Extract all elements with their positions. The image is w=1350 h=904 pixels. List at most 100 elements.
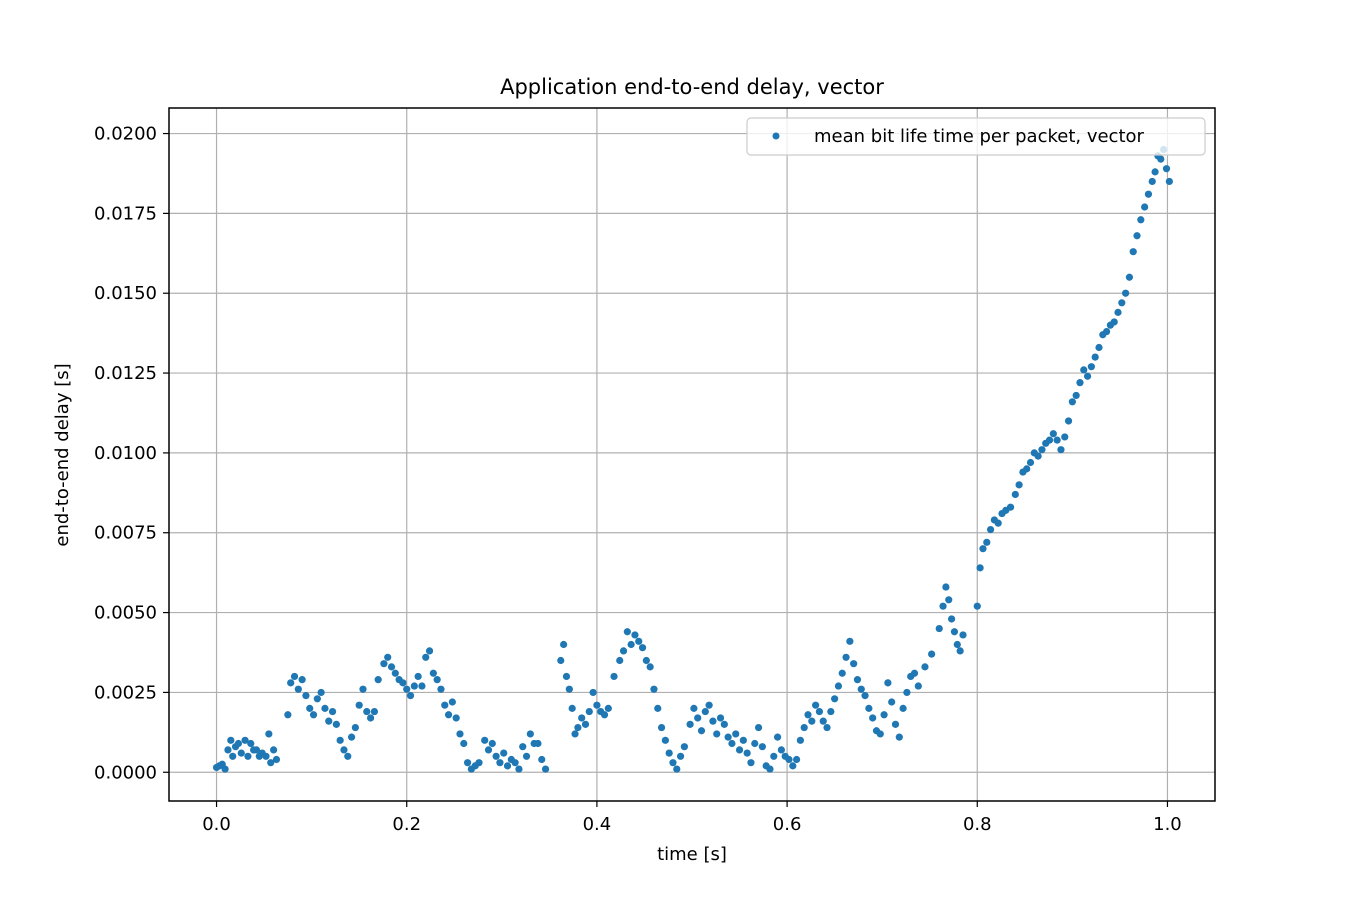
data-point <box>500 749 508 757</box>
data-point <box>705 701 713 709</box>
data-point <box>654 704 662 712</box>
data-point <box>425 647 434 655</box>
data-point <box>638 644 647 652</box>
data-point <box>227 736 235 744</box>
data-point <box>224 746 232 754</box>
data-point <box>1053 436 1061 444</box>
y-tick-label: 0.0200 <box>94 124 157 145</box>
data-point <box>686 720 694 728</box>
data-point <box>945 596 953 604</box>
data-point <box>891 720 900 728</box>
data-point <box>947 615 956 623</box>
data-point <box>876 730 884 738</box>
data-point <box>270 746 278 754</box>
y-tick-label: 0.0000 <box>94 762 157 783</box>
data-point <box>754 723 763 732</box>
data-point <box>903 688 911 697</box>
data-point <box>850 660 858 668</box>
data-point <box>819 717 827 725</box>
data-point <box>403 685 411 693</box>
data-point <box>448 698 456 706</box>
data-point <box>298 676 306 684</box>
data-point <box>1045 436 1054 444</box>
data-point <box>758 743 766 751</box>
data-point <box>557 656 565 665</box>
data-point <box>581 720 590 728</box>
data-point <box>812 701 820 709</box>
data-point <box>650 685 658 693</box>
data-point <box>1129 248 1137 256</box>
y-tick-label: 0.0025 <box>94 682 157 703</box>
data-point <box>359 685 367 693</box>
data-point <box>1114 308 1122 316</box>
data-point <box>1064 417 1073 425</box>
y-axis-label: end-to-end delay [s] <box>52 363 73 546</box>
data-point <box>1144 190 1153 198</box>
data-point <box>865 704 873 712</box>
data-point <box>1057 446 1065 454</box>
data-point <box>732 730 740 738</box>
data-point <box>380 660 388 668</box>
data-point <box>366 714 375 722</box>
data-point <box>631 631 639 639</box>
y-tick-label: 0.0125 <box>94 363 157 384</box>
data-point <box>265 730 273 738</box>
data-point <box>616 656 624 665</box>
data-point <box>861 692 869 700</box>
data-point <box>950 628 959 636</box>
y-tick-label: 0.0050 <box>94 603 157 624</box>
data-point <box>1137 216 1145 224</box>
data-point <box>244 752 252 760</box>
data-point <box>709 717 717 725</box>
data-point <box>344 752 352 760</box>
data-point <box>585 707 593 716</box>
y-axis-ticks: 0.0000 0.0025 0.0050 0.0075 0.0100 0.0125 0.01… <box>94 124 169 783</box>
data-point <box>1080 366 1088 374</box>
data-point <box>229 752 237 760</box>
data-point <box>1049 430 1057 438</box>
data-point <box>370 707 378 716</box>
data-point <box>673 765 681 773</box>
data-point <box>646 663 654 671</box>
data-point <box>1162 165 1171 173</box>
data-point <box>484 746 493 754</box>
data-point <box>1026 458 1035 467</box>
plot-background <box>169 108 1215 801</box>
plot-frame <box>168 107 1216 802</box>
data-point <box>571 730 579 738</box>
data-point <box>1102 327 1111 336</box>
data-point <box>743 749 751 757</box>
data-point <box>332 720 340 728</box>
data-point <box>1072 391 1080 400</box>
data-point <box>1095 343 1103 352</box>
data-point <box>694 714 702 722</box>
data-point <box>956 647 964 655</box>
data-point <box>785 755 793 764</box>
data-point <box>252 746 261 754</box>
data-point <box>796 736 805 744</box>
data-point <box>676 752 685 760</box>
data-point <box>452 714 460 722</box>
data-points <box>212 145 1173 773</box>
data-point <box>831 695 839 703</box>
data-point <box>846 637 854 645</box>
data-point <box>899 704 907 712</box>
data-point <box>1034 452 1042 460</box>
data-point <box>515 765 523 773</box>
data-point <box>976 564 984 572</box>
data-point <box>1083 372 1092 380</box>
data-point <box>422 653 430 661</box>
data-point <box>986 525 995 534</box>
data-point <box>880 711 888 719</box>
data-point <box>728 739 736 748</box>
data-point <box>578 714 586 722</box>
data-point <box>701 707 709 716</box>
data-point <box>355 701 363 709</box>
legend-box <box>746 117 1206 156</box>
data-point <box>568 704 576 712</box>
data-point <box>751 739 759 748</box>
data-point <box>1006 503 1015 511</box>
x-tick-label: 0.8 <box>963 814 992 835</box>
data-point <box>456 730 464 738</box>
grid-lines <box>169 108 1215 801</box>
